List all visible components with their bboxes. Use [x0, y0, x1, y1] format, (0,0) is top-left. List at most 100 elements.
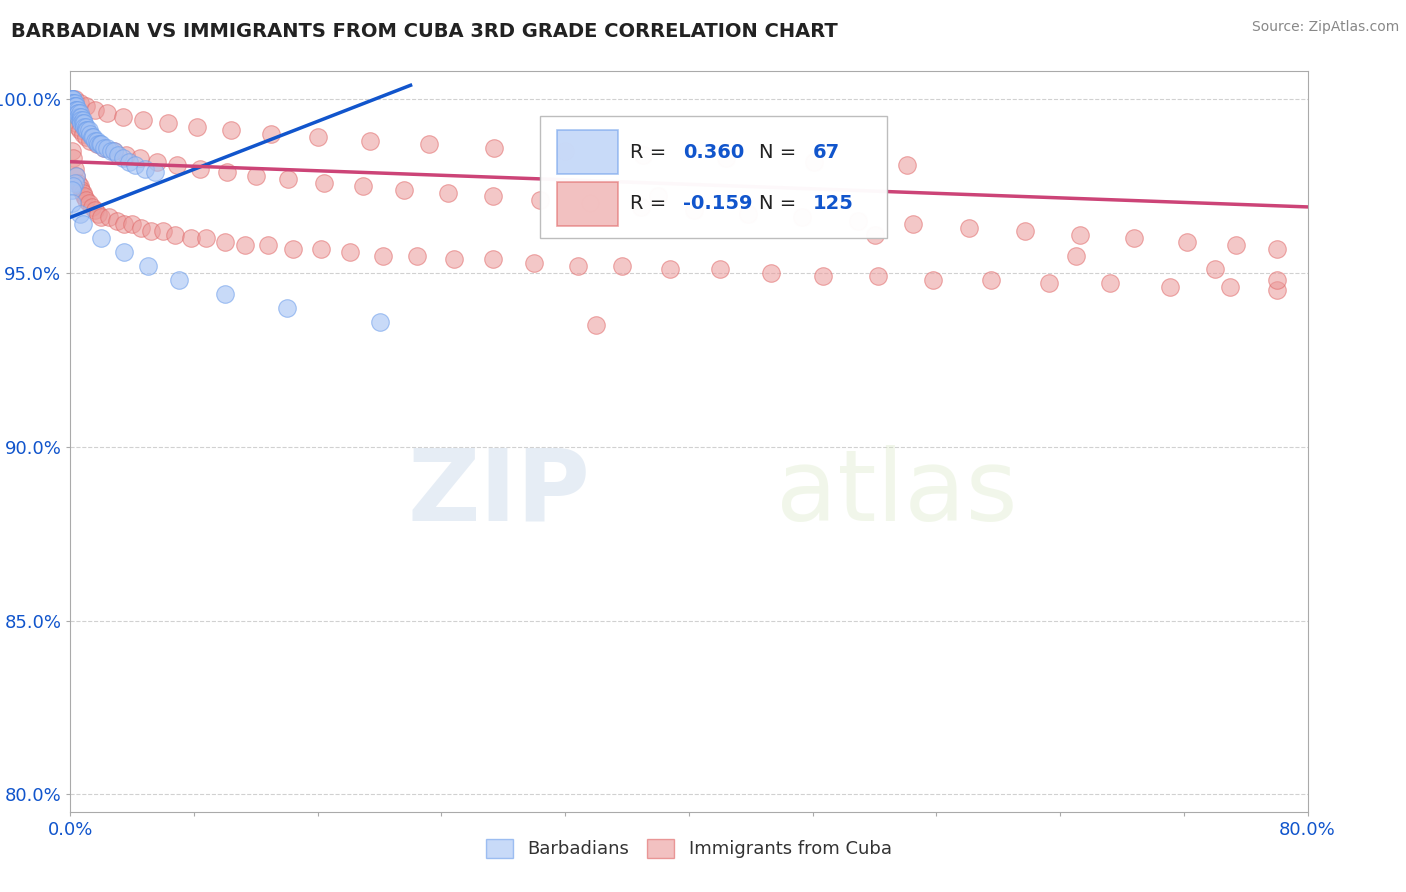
Point — [115, 148, 138, 162]
Point — [1098, 277, 1121, 291]
Point — [863, 227, 886, 242]
Point — [75, 130, 97, 145]
Point — [114, 217, 135, 231]
Point — [188, 161, 211, 176]
Point — [73, 116, 96, 130]
Point — [307, 130, 329, 145]
Point — [647, 189, 669, 203]
Point — [813, 269, 835, 284]
Point — [69, 207, 91, 221]
Text: -0.159: -0.159 — [683, 194, 752, 213]
Point — [60, 92, 83, 106]
Point — [69, 179, 91, 194]
Point — [394, 182, 416, 196]
Point — [134, 161, 156, 176]
Point — [96, 141, 118, 155]
Point — [1064, 249, 1087, 263]
Point — [62, 151, 84, 165]
Point — [131, 220, 153, 235]
Point — [368, 315, 391, 329]
Point — [84, 103, 107, 117]
Point — [903, 217, 925, 231]
Point — [359, 134, 381, 148]
Point — [233, 238, 256, 252]
Point — [896, 158, 918, 172]
Point — [90, 231, 112, 245]
Point — [129, 151, 152, 165]
Point — [60, 145, 83, 159]
Point — [312, 176, 335, 190]
Point — [166, 158, 188, 172]
Point — [67, 106, 90, 120]
Point — [75, 123, 97, 137]
Point — [803, 154, 825, 169]
Point — [67, 176, 90, 190]
Point — [60, 196, 83, 211]
Point — [152, 224, 174, 238]
Point — [107, 148, 129, 162]
Point — [186, 120, 208, 134]
Point — [554, 145, 576, 159]
Point — [63, 103, 86, 117]
Text: 0.360: 0.360 — [683, 143, 744, 161]
Text: Source: ZipAtlas.com: Source: ZipAtlas.com — [1251, 20, 1399, 34]
Point — [529, 193, 551, 207]
Point — [1014, 224, 1036, 238]
Point — [443, 252, 465, 266]
Text: N =: N = — [759, 143, 803, 161]
Point — [214, 286, 236, 301]
Point — [65, 169, 87, 183]
Text: R =: R = — [630, 194, 672, 213]
Point — [73, 189, 96, 203]
Point — [69, 110, 91, 124]
Point — [86, 137, 108, 152]
Point — [93, 141, 115, 155]
Text: ZIP: ZIP — [408, 445, 591, 541]
Text: N =: N = — [759, 194, 803, 213]
Point — [69, 106, 91, 120]
Point — [63, 95, 86, 110]
Point — [146, 154, 169, 169]
Point — [1225, 238, 1247, 252]
Point — [63, 176, 86, 190]
Point — [219, 123, 242, 137]
Point — [62, 106, 84, 120]
Point — [165, 227, 187, 242]
Point — [75, 193, 97, 207]
Point — [84, 134, 107, 148]
Point — [60, 95, 83, 110]
Point — [75, 120, 97, 134]
Point — [215, 165, 238, 179]
Point — [111, 110, 134, 124]
Point — [70, 116, 93, 130]
Point — [980, 273, 1002, 287]
Point — [659, 262, 682, 277]
Point — [65, 99, 87, 113]
Point — [67, 110, 90, 124]
Point — [65, 103, 87, 117]
Point — [167, 273, 190, 287]
Point — [69, 123, 91, 137]
Point — [63, 99, 86, 113]
Point — [62, 95, 84, 110]
Point — [281, 242, 304, 256]
Point — [70, 113, 93, 128]
Point — [72, 186, 94, 200]
Point — [73, 120, 96, 134]
Point — [86, 134, 108, 148]
Point — [277, 172, 299, 186]
Point — [585, 318, 607, 332]
Point — [309, 242, 332, 256]
Point — [98, 211, 120, 225]
Point — [132, 113, 155, 128]
Point — [93, 141, 115, 155]
Point — [72, 116, 94, 130]
Point — [481, 189, 503, 203]
Point — [79, 127, 101, 141]
Point — [63, 92, 86, 106]
Point — [709, 262, 731, 277]
Point — [103, 145, 125, 159]
Point — [136, 259, 159, 273]
Point — [339, 245, 361, 260]
Point — [62, 99, 84, 113]
